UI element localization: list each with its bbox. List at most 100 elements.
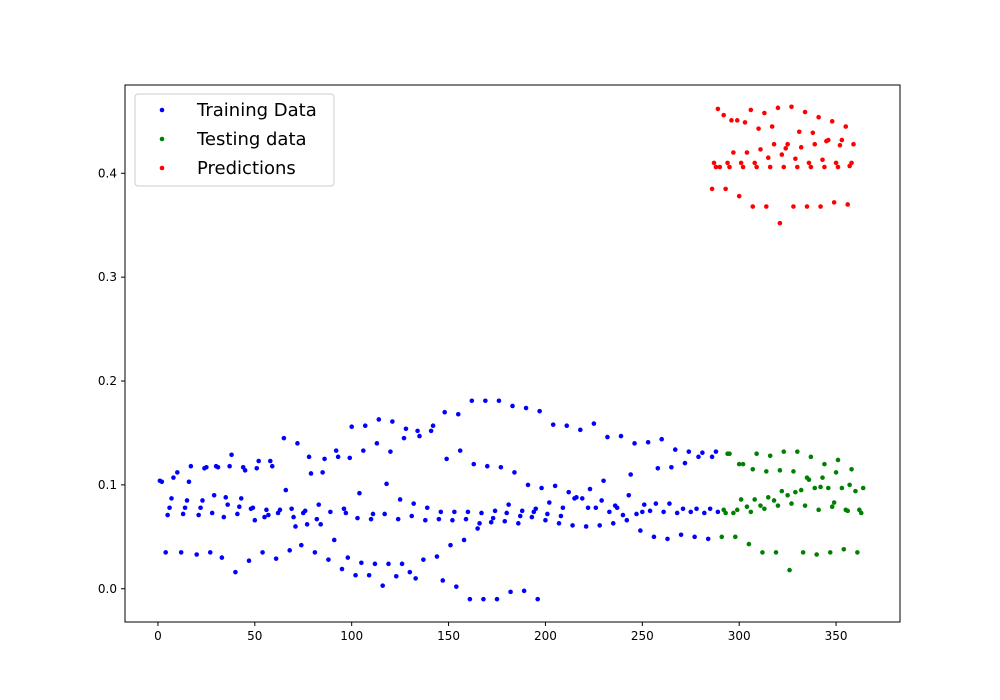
data-point <box>246 558 252 564</box>
data-point <box>516 521 521 526</box>
data-point <box>847 482 852 488</box>
data-point <box>444 456 449 462</box>
data-point <box>696 454 701 460</box>
data-point <box>539 485 544 491</box>
data-point <box>304 522 310 527</box>
data-point <box>519 508 525 514</box>
data-point <box>711 160 717 166</box>
data-point <box>483 398 488 404</box>
data-point <box>440 578 446 583</box>
y-tick-label: 0.1 <box>98 478 117 492</box>
data-point <box>318 522 323 527</box>
data-point <box>384 481 389 487</box>
data-point <box>207 550 213 555</box>
data-point <box>640 509 645 515</box>
data-point <box>607 509 612 515</box>
data-point <box>485 463 490 469</box>
data-point <box>826 485 831 491</box>
data-point <box>411 501 416 506</box>
data-point <box>672 447 678 452</box>
legend-label: Testing data <box>196 129 307 150</box>
data-point <box>702 510 707 516</box>
data-point <box>804 204 810 209</box>
data-point <box>281 435 287 441</box>
data-point <box>552 483 558 489</box>
data-point <box>798 145 804 150</box>
data-point <box>349 424 354 430</box>
data-point <box>754 164 759 170</box>
data-point <box>180 511 186 517</box>
data-point <box>837 142 843 148</box>
data-point <box>765 495 771 500</box>
data-point <box>839 137 845 143</box>
data-point <box>626 492 632 498</box>
data-point <box>417 433 422 439</box>
data-point <box>715 509 721 515</box>
data-point <box>638 528 643 533</box>
data-point <box>434 554 440 559</box>
data-point <box>855 550 860 555</box>
data-point <box>403 426 409 432</box>
series-training-data <box>157 398 721 602</box>
data-point <box>789 104 794 110</box>
data-point <box>791 204 796 209</box>
data-point <box>215 464 221 470</box>
data-point <box>508 589 513 595</box>
data-point <box>746 541 752 547</box>
data-point <box>641 502 647 507</box>
data-point <box>254 465 260 471</box>
data-point <box>736 193 742 199</box>
data-point <box>587 486 593 492</box>
data-point <box>808 454 814 460</box>
series-predictions <box>709 104 856 226</box>
data-point <box>769 124 775 129</box>
data-point <box>733 534 738 540</box>
data-point <box>777 220 783 226</box>
data-point <box>779 488 785 494</box>
y-tick-label: 0.3 <box>98 270 117 284</box>
data-point <box>186 479 192 485</box>
data-point <box>767 453 773 459</box>
legend-label: Training Data <box>196 100 317 121</box>
data-point <box>182 505 188 511</box>
data-point <box>293 524 298 529</box>
data-point <box>331 537 337 543</box>
legend-box <box>134 93 335 187</box>
data-point <box>390 419 395 424</box>
legend-marker <box>159 107 165 113</box>
data-point <box>585 505 591 511</box>
data-point <box>322 456 327 462</box>
data-point <box>256 458 261 464</box>
data-point <box>731 510 736 516</box>
data-point <box>734 118 740 123</box>
data-point <box>748 509 754 515</box>
data-point <box>678 532 684 538</box>
data-point <box>550 422 556 427</box>
data-point <box>316 502 322 507</box>
data-point <box>221 514 227 520</box>
data-point <box>345 555 351 560</box>
data-point <box>719 534 725 540</box>
data-point <box>645 440 651 445</box>
data-point <box>816 507 821 513</box>
x-tick-label: 150 <box>437 629 460 643</box>
data-point <box>510 403 515 409</box>
y-tick-label: 0.2 <box>98 374 117 388</box>
data-point <box>742 120 748 125</box>
data-point <box>849 467 854 472</box>
data-point <box>738 497 744 502</box>
data-point <box>452 509 457 515</box>
data-point <box>556 521 562 526</box>
data-point <box>242 468 248 473</box>
data-point <box>273 556 279 561</box>
data-point <box>767 164 773 170</box>
data-point <box>721 112 726 118</box>
data-point <box>283 487 289 493</box>
data-point <box>796 129 802 135</box>
data-point <box>822 164 827 170</box>
data-point <box>822 461 827 467</box>
data-point <box>692 534 697 540</box>
data-point <box>775 105 781 111</box>
data-point <box>647 508 653 514</box>
data-point <box>264 507 269 513</box>
